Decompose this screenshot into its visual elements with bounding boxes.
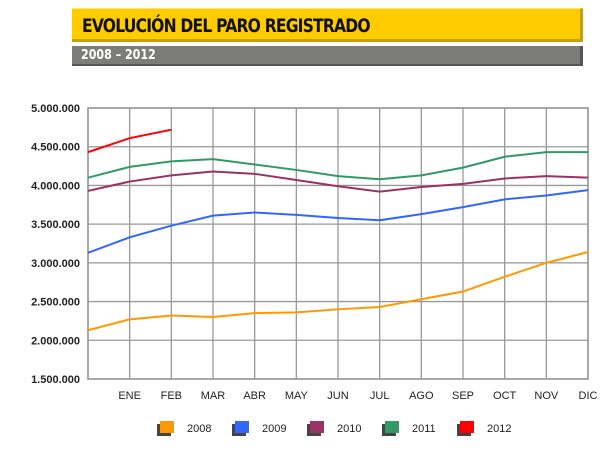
legend-swatch-2008 [160, 421, 174, 433]
legend-swatch-2010 [310, 421, 324, 433]
legend-swatch-2011 [385, 421, 399, 433]
legend-swatch-2009 [235, 421, 249, 433]
legend-label-2009: 2009 [262, 423, 286, 435]
series-line-2012 [87, 128, 172, 154]
series-line-2008 [87, 251, 589, 332]
y-tick-label: 3.500.000 [31, 219, 80, 231]
x-tick-label: JUN [327, 390, 348, 402]
x-tick-label: NOV [534, 390, 559, 402]
x-tick-label: FEB [161, 390, 182, 402]
series-line-2009 [87, 189, 589, 254]
x-tick-label: DIC [579, 390, 598, 402]
y-tick-label: 1.500.000 [31, 374, 80, 386]
y-tick-label: 3.000.000 [31, 258, 80, 270]
x-tick-label: ENE [118, 390, 141, 402]
series-line-2010 [87, 170, 589, 193]
x-tick-label: OCT [493, 390, 517, 402]
x-tick-label: JUL [370, 390, 390, 402]
legend-label-2011: 2011 [412, 423, 436, 435]
series-line-2011 [87, 151, 588, 181]
y-tick-label: 5.000.000 [31, 103, 80, 115]
y-tick-label: 2.000.000 [31, 335, 80, 347]
x-tick-label: MAY [285, 390, 309, 402]
subtitle-banner: 2008 – 2012 [72, 46, 583, 66]
title-banner: EVOLUCIÓN DEL PARO REGISTRADO [72, 8, 583, 42]
chart-subtitle: 2008 – 2012 [81, 48, 156, 63]
x-tick-label: ABR [243, 390, 266, 402]
x-tick-label: AGO [409, 390, 434, 402]
chart-title: EVOLUCIÓN DEL PARO REGISTRADO [82, 15, 371, 37]
y-tick-label: 2.500.000 [31, 297, 80, 309]
legend-label-2012: 2012 [487, 423, 511, 435]
legend-label-2008: 2008 [187, 423, 211, 435]
legend-swatch-2012 [460, 421, 474, 433]
x-tick-label: MAR [201, 390, 226, 402]
y-tick-label: 4.500.000 [31, 142, 80, 154]
legend-label-2010: 2010 [337, 423, 361, 435]
y-tick-label: 4.000.000 [31, 180, 80, 192]
x-tick-label: SEP [452, 390, 474, 402]
